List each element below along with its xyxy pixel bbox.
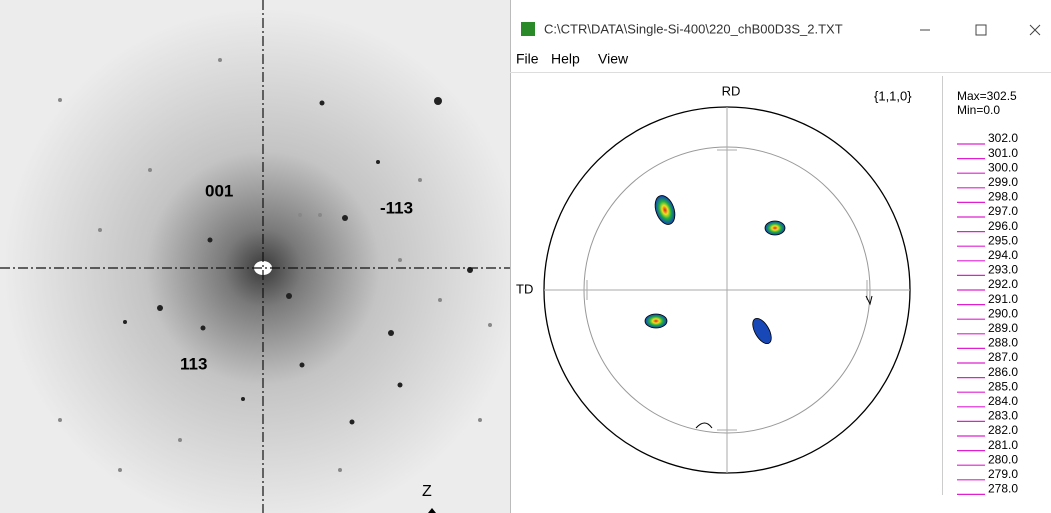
- legend-max: Max=302.5: [957, 89, 1017, 103]
- legend-level: 280.0: [988, 452, 1018, 466]
- legend-level: 293.0: [988, 263, 1018, 277]
- legend-level: 295.0: [988, 233, 1018, 247]
- menu-item[interactable]: Help: [551, 51, 580, 67]
- legend-level: 278.0: [988, 482, 1018, 496]
- legend-level: 283.0: [988, 409, 1018, 423]
- legend-level: 300.0: [988, 160, 1018, 174]
- axis-label: Z: [422, 483, 432, 500]
- page: 001 -113 113 Z C:\CTR\DATA\Single-Si-400…: [0, 0, 1051, 513]
- plane-label: {1,1,0}: [874, 88, 912, 103]
- legend-level: 290.0: [988, 306, 1018, 320]
- legend-level: 289.0: [988, 321, 1018, 335]
- legend-level: 294.0: [988, 248, 1018, 262]
- legend-level: 296.0: [988, 219, 1018, 233]
- legend-level: 299.0: [988, 175, 1018, 189]
- legend-level: 288.0: [988, 336, 1018, 350]
- legend-level: 298.0: [988, 190, 1018, 204]
- td-label: TD: [516, 281, 533, 296]
- legend-level: 291.0: [988, 292, 1018, 306]
- legend-level: 279.0: [988, 467, 1018, 481]
- legend-level: 285.0: [988, 379, 1018, 393]
- spot-label: 001: [205, 181, 233, 200]
- window-title: C:\CTR\DATA\Single-Si-400\220_chB00D3S_2…: [544, 21, 843, 36]
- legend-level: 301.0: [988, 146, 1018, 160]
- app-window: C:\CTR\DATA\Single-Si-400\220_chB00D3S_2…: [510, 0, 1051, 513]
- spot-label: -113: [380, 198, 413, 217]
- spot-label: 113: [180, 354, 207, 373]
- laue-image: 001 -113 113 Z: [0, 0, 510, 513]
- legend-level: 282.0: [988, 423, 1018, 437]
- legend-level: 302.0: [988, 131, 1018, 145]
- legend-level: 287.0: [988, 350, 1018, 364]
- legend-level: 297.0: [988, 204, 1018, 218]
- screen: 001 -113 113 Z C:\CTR\DATA\Single-Si-400…: [0, 0, 1051, 513]
- menu-item[interactable]: File: [516, 51, 539, 67]
- legend-level: 292.0: [988, 277, 1018, 291]
- menu-item[interactable]: View: [598, 51, 629, 67]
- app-icon: [521, 22, 535, 36]
- legend-level: 286.0: [988, 365, 1018, 379]
- legend-min: Min=0.0: [957, 103, 1000, 117]
- legend-level: 284.0: [988, 394, 1018, 408]
- rd-label: RD: [722, 83, 741, 98]
- legend-level: 281.0: [988, 438, 1018, 452]
